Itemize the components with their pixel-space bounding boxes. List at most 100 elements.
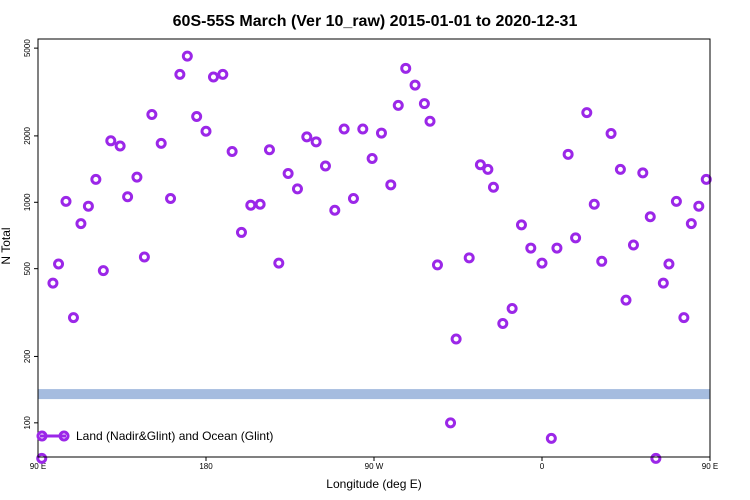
data-point bbox=[588, 198, 600, 210]
data-point bbox=[263, 144, 275, 156]
data-point bbox=[165, 193, 177, 205]
data-point bbox=[663, 258, 675, 270]
data-point bbox=[581, 107, 593, 119]
data-point bbox=[226, 145, 238, 157]
legend-label: Land (Nadir&Glint) and Ocean (Glint) bbox=[76, 429, 273, 443]
data-point bbox=[525, 242, 537, 254]
data-point bbox=[90, 173, 102, 185]
data-point bbox=[670, 195, 682, 207]
y-tick-label: 5000 bbox=[23, 39, 32, 57]
data-point bbox=[685, 218, 697, 230]
y-tick-label: 500 bbox=[23, 261, 32, 275]
data-point bbox=[131, 171, 143, 183]
reference-band bbox=[38, 389, 710, 400]
data-point bbox=[570, 232, 582, 244]
data-point bbox=[319, 160, 331, 172]
data-point bbox=[657, 277, 669, 289]
data-point bbox=[515, 219, 527, 231]
data-point bbox=[310, 136, 322, 148]
x-tick-label: 90 E bbox=[702, 462, 718, 471]
data-point bbox=[207, 71, 219, 83]
data-point bbox=[235, 226, 247, 238]
data-point bbox=[347, 193, 359, 205]
data-point bbox=[693, 200, 705, 212]
data-point bbox=[620, 294, 632, 306]
data-point bbox=[400, 62, 412, 74]
data-point bbox=[409, 79, 421, 91]
legend: Land (Nadir&Glint) and Ocean (Glint) bbox=[36, 429, 273, 443]
data-point bbox=[650, 452, 662, 464]
data-point bbox=[122, 191, 134, 203]
data-point bbox=[273, 257, 285, 269]
data-point bbox=[60, 195, 72, 207]
data-point bbox=[700, 173, 712, 185]
data-point bbox=[254, 198, 266, 210]
axes-layer: 90 E 180 90 W 0 90 E 100 200 500 1000 2000 5000 bbox=[23, 39, 718, 471]
data-point bbox=[545, 432, 557, 444]
data-point bbox=[174, 68, 186, 80]
x-tick-label: 90 W bbox=[365, 462, 384, 471]
data-point bbox=[614, 163, 626, 175]
data-point bbox=[487, 181, 499, 193]
data-point bbox=[506, 302, 518, 314]
data-point bbox=[463, 252, 475, 264]
data-points-layer bbox=[36, 50, 712, 464]
data-point bbox=[329, 204, 341, 216]
data-point bbox=[245, 199, 257, 211]
data-point bbox=[424, 115, 436, 127]
data-point bbox=[375, 127, 387, 139]
data-point bbox=[445, 417, 457, 429]
legend-marker-right bbox=[58, 430, 70, 442]
plot-frame bbox=[37, 38, 711, 458]
reference-band-layer bbox=[38, 389, 710, 400]
data-point bbox=[482, 163, 494, 175]
data-point bbox=[36, 452, 48, 464]
data-point bbox=[357, 123, 369, 135]
x-tick-label: 180 bbox=[199, 462, 213, 471]
data-point bbox=[392, 99, 404, 111]
data-point bbox=[82, 200, 94, 212]
data-point bbox=[97, 265, 109, 277]
data-point bbox=[301, 131, 313, 143]
data-point bbox=[450, 333, 462, 345]
data-point bbox=[431, 259, 443, 271]
data-point bbox=[551, 242, 563, 254]
data-point bbox=[678, 312, 690, 324]
data-point bbox=[385, 179, 397, 191]
data-point bbox=[191, 110, 203, 122]
x-tick-label: 0 bbox=[540, 462, 545, 471]
y-tick-label: 100 bbox=[23, 416, 32, 430]
legend-marker-left bbox=[36, 430, 48, 442]
data-point bbox=[291, 183, 303, 195]
data-point bbox=[474, 159, 486, 171]
x-axis-label: Longitude (deg E) bbox=[326, 477, 421, 491]
data-point bbox=[217, 68, 229, 80]
data-point bbox=[562, 148, 574, 160]
data-point bbox=[53, 258, 65, 270]
data-point bbox=[536, 257, 548, 269]
data-point bbox=[138, 251, 150, 263]
y-tick-label: 1000 bbox=[23, 193, 32, 211]
x-tick-label: 90 E bbox=[30, 462, 46, 471]
data-point bbox=[605, 128, 617, 140]
data-point bbox=[181, 50, 193, 62]
data-point bbox=[497, 318, 509, 330]
data-point bbox=[146, 109, 158, 121]
data-point bbox=[366, 152, 378, 164]
chart-title: 60S-55S March (Ver 10_raw) 2015-01-01 to… bbox=[173, 13, 578, 30]
data-point bbox=[596, 255, 608, 267]
data-point bbox=[338, 123, 350, 135]
data-point bbox=[637, 167, 649, 179]
data-point bbox=[75, 218, 87, 230]
data-point bbox=[155, 137, 167, 149]
y-tick-label: 2000 bbox=[23, 126, 32, 144]
data-point bbox=[627, 239, 639, 251]
data-point bbox=[67, 312, 79, 324]
data-point bbox=[282, 168, 294, 180]
data-point bbox=[105, 135, 117, 147]
y-tick-label: 200 bbox=[23, 349, 32, 363]
y-axis-label: N Total bbox=[0, 227, 13, 264]
data-point bbox=[114, 140, 126, 152]
data-point bbox=[200, 125, 212, 137]
